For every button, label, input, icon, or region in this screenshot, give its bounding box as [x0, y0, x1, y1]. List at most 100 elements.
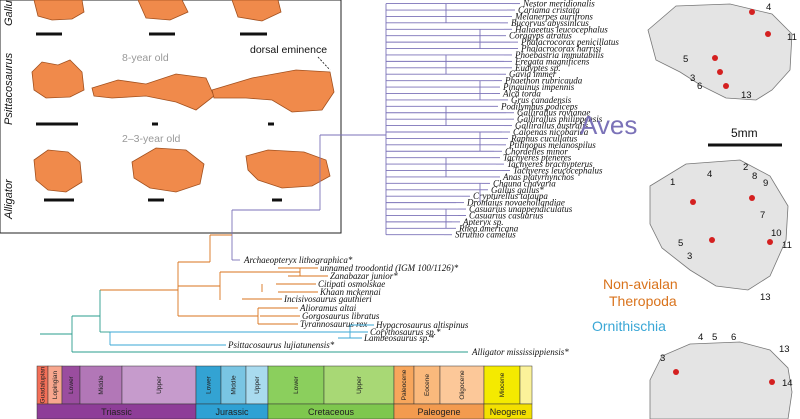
landmark-label: 5: [712, 332, 717, 343]
age-label-8-year: 8-year old: [122, 52, 169, 64]
landmark-point: [723, 83, 729, 89]
landmark-label: 3: [660, 353, 665, 364]
timescale-stage: [220, 365, 247, 405]
age-label-2-3-year: 2–3-year old: [122, 133, 181, 145]
clade-label-theropoda: Theropoda: [609, 293, 677, 309]
landmark-label: 9: [763, 178, 768, 189]
taxon-label: Cariama cristata: [518, 5, 580, 15]
landmark-label: 11: [782, 240, 792, 251]
endocast-render-bottom: [649, 341, 793, 419]
scale-label-5mm: 5mm: [731, 126, 758, 140]
alligator-specimen-dorsal: [131, 147, 205, 193]
timescale-period-label: Paleogene: [417, 407, 460, 417]
taxon-label: Psittacosaurus lujiatunensis*: [227, 340, 335, 350]
taxon-label: Bucorvus abyssinicus: [511, 18, 589, 28]
taxon-label: Crypturellus tataupa: [473, 191, 548, 201]
timescale-period-label: Cretaceous: [308, 407, 355, 417]
taxon-label: Struthio camelus: [455, 230, 516, 240]
row-label-alligator: Alligator: [3, 178, 15, 220]
taxon-label: Hypacrosaurus altispinus: [375, 320, 469, 330]
taxon-label: Fregata magnificens: [514, 56, 590, 66]
timescale-stage-label: Upper: [254, 375, 261, 394]
timescale-stage-label: Upper: [156, 375, 163, 394]
taxon-label: Nestor meridionalis: [522, 0, 595, 9]
taxon-label: Gavia immer: [509, 69, 557, 79]
taxon-label: Podilymbus podiceps: [500, 101, 578, 111]
landmark-point: [749, 9, 755, 15]
taxon-label: Gallirallus australis: [515, 121, 589, 131]
clade-label-ornithischia: Ornithischia: [592, 318, 666, 334]
landmark-label: 13: [779, 344, 790, 355]
taxon-label: Phalacrocorax harrisi: [520, 44, 602, 54]
timescale-stage-label: Oligocene: [459, 370, 466, 400]
landmark-point: [767, 239, 773, 245]
taxon-label: Casuarius casuarius: [469, 210, 544, 220]
taxon-label: Rhea americana: [458, 223, 519, 233]
specimen-panel: Gallus Psittacosaurus Alligator 8-year o…: [0, 0, 342, 234]
landmark-label: 5: [683, 54, 688, 65]
row-label-psittacosaurus: Psittacosaurus: [3, 52, 15, 125]
taxon-label: Phoebastria immutabilis: [514, 50, 604, 60]
clade-label-non-avialan: Non-avialan: [603, 276, 678, 292]
taxon-label: Melanerpes aurifrons: [514, 11, 593, 21]
taxon-label: Tachyeres leucocephalus: [513, 166, 603, 176]
timescale-period-label: Neogene: [490, 407, 527, 417]
taxon-label: Lambeosaurus sp.*: [363, 333, 435, 343]
landmark-point: [765, 31, 771, 37]
landmark-label: 4: [698, 332, 703, 343]
taxon-label: Tyrannosaurus rex: [300, 319, 367, 329]
landmark-label: 5: [678, 238, 683, 249]
taxon-label: Caloenas nicobarica: [513, 127, 589, 137]
timescale-stage: [195, 365, 222, 405]
gallus-specimen-dorsal: [137, 0, 189, 21]
taxon-label: unnamed troodontid (IGM 100/1126)*: [320, 263, 459, 273]
taxon-label: Citipati osmolskae: [318, 279, 385, 289]
timescale-stage-label: Miocene: [499, 372, 506, 397]
landmark-label: 7: [760, 210, 765, 221]
landmark-point: [712, 55, 718, 61]
landmark-point: [749, 195, 755, 201]
alligator-specimen-lateral: [33, 149, 83, 193]
landmark-label: 6: [697, 81, 702, 92]
timescale-period-label: Jurassic: [215, 407, 249, 417]
timescale-stage: [483, 365, 521, 405]
timescale-stage-label: Lopingian: [52, 371, 59, 400]
landmark-label: 14: [782, 378, 793, 389]
timescale-stage-label: Eocene: [424, 374, 431, 396]
landmark-point: [673, 369, 679, 375]
taxon-label: Gallirallus philippensis: [517, 114, 603, 124]
endocast-render-middle: [649, 159, 789, 291]
landmark-label: 4: [766, 2, 771, 13]
alligator-specimen-posterior: [245, 149, 331, 189]
taxon-label: Eudyptes sp.: [514, 63, 561, 73]
timescale-stage: [323, 365, 395, 405]
taxon-label: Tachyeres brachypterus: [507, 159, 593, 169]
timescale-stage-label: Middle: [231, 375, 238, 395]
taxon-label: Tachyeres pteneres: [503, 153, 572, 163]
landmark-label: 13: [741, 90, 752, 101]
taxon-label: Grus canadensis: [511, 95, 572, 105]
taxon-label: Chauna chavaria: [493, 178, 556, 188]
landmark-label: 1: [670, 177, 675, 188]
landmark-label: 11: [787, 32, 797, 43]
taxon-label: Alioramus altai: [299, 303, 357, 313]
timescale-stage-label: Lower: [206, 375, 213, 394]
taxon-label: Anas platyrhynchos: [502, 172, 575, 182]
taxon-label: Corythosaurus sp.*: [370, 327, 441, 337]
timescale-stage: [439, 365, 485, 405]
landmark-label: 3: [687, 251, 692, 262]
landmark-label: 10: [771, 228, 782, 239]
taxon-label: Raphus cucullatus: [510, 133, 578, 143]
landmark-label: 8: [752, 171, 757, 182]
dorsal-eminence-label: dorsal eminence: [250, 44, 327, 56]
timescale-stage-label: Guadalupian: [40, 366, 47, 403]
taxon-label: Incisivosaurus gauthieri: [283, 294, 372, 304]
taxon-label: Coragyps atratus: [509, 31, 572, 41]
taxon-label: Khaan mckennai: [319, 287, 381, 297]
taxon-label: Phaethon rubricauda: [504, 76, 583, 86]
taxon-label: Pinguinus impennis: [502, 82, 575, 92]
taxon-label: Zanabazar junior*: [330, 271, 398, 281]
timescale-period-label: Triassic: [101, 407, 132, 417]
